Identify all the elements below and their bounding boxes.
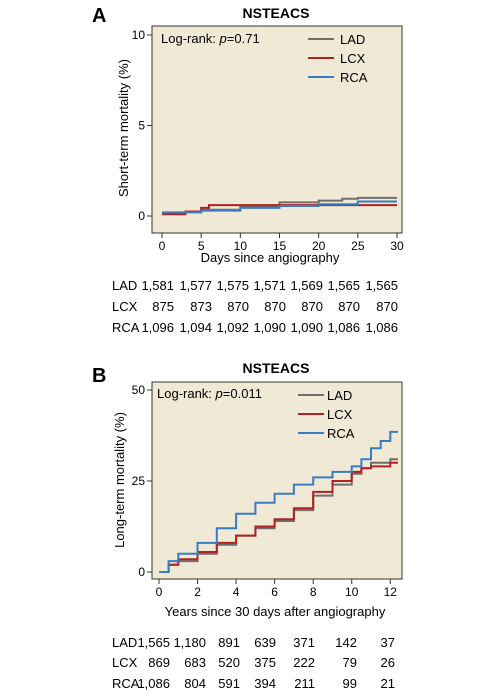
series-line-rca: [159, 430, 398, 573]
risk-cell: 870: [264, 299, 286, 314]
panel-label-b: B: [92, 365, 106, 387]
chart-title-a: NSTEACS: [243, 5, 310, 21]
legend-a: LAD LCX RCA: [308, 32, 368, 85]
risk-cell: 591: [218, 676, 240, 691]
risk-cell: 79: [343, 655, 357, 670]
risk-cell: 870: [227, 299, 249, 314]
risk-cell: 21: [381, 676, 395, 691]
panel-b: B NSTEACS Log-rank: p=0.011 LAD LCX RCA 0 2…: [92, 360, 403, 691]
risk-cell: 142: [335, 635, 357, 650]
legend-label-lad: LAD: [327, 388, 352, 403]
panel-a: A NSTEACS Log-rank: p=0.71 LAD LCX RCA 0 5 1…: [92, 5, 404, 335]
risk-cell: 37: [381, 635, 395, 650]
risk-cell: 873: [190, 299, 212, 314]
risk-cell: 1,094: [179, 320, 212, 335]
risk-table-a: LAD 1,581 1,577 1,575 1,571 1,569 1,565 1,565 LC…: [112, 278, 398, 335]
risk-cell: 1,090: [290, 320, 323, 335]
risk-cell: 870: [301, 299, 323, 314]
legend-label-lad: LAD: [340, 32, 365, 47]
y-tick-label: 0: [138, 565, 145, 579]
risk-cell: 394: [254, 676, 276, 691]
x-tick-label: 0: [159, 239, 166, 253]
legend-label-rca: RCA: [327, 426, 355, 441]
risk-cell: 1,086: [365, 320, 398, 335]
x-tick-label: 10: [234, 239, 248, 253]
risk-cell: 1,565: [365, 278, 398, 293]
risk-cell: 99: [343, 676, 357, 691]
risk-cell: 1,577: [179, 278, 212, 293]
x-tick-label: 0: [156, 585, 163, 599]
series-group-b: [159, 430, 398, 573]
risk-cell: 1,569: [290, 278, 323, 293]
y-axis-label-a: Short-term mortality (%): [116, 59, 131, 197]
risk-cell: 1,096: [141, 320, 174, 335]
risk-cell: 683: [184, 655, 206, 670]
series-line-lcx: [159, 461, 398, 573]
x-axis-label-a: Days since angiography: [201, 250, 340, 265]
risk-row-label: LAD: [112, 278, 137, 293]
risk-cell: 1,086: [327, 320, 360, 335]
risk-cell: 371: [293, 635, 315, 650]
risk-cell: 870: [338, 299, 360, 314]
risk-cell: 1,180: [173, 635, 206, 650]
risk-cell: 869: [148, 655, 170, 670]
risk-cell: 211: [294, 676, 315, 691]
logrank-annotation-b: Log-rank: p=0.011: [157, 386, 262, 401]
legend-label-rca: RCA: [340, 70, 368, 85]
risk-row-label: LCX: [112, 655, 138, 670]
x-tick-label: 12: [384, 585, 398, 599]
risk-cell: 520: [218, 655, 240, 670]
risk-cell: 1,090: [253, 320, 286, 335]
risk-row-label: RCA: [112, 676, 140, 691]
x-tick-label: 8: [310, 585, 317, 599]
y-tick-label: 10: [132, 28, 146, 42]
risk-cell: 1,565: [137, 635, 170, 650]
x-tick-label: 20: [312, 239, 326, 253]
y-tick-label: 0: [138, 209, 145, 223]
x-tick-label: 30: [390, 239, 404, 253]
risk-row-label: LAD: [112, 635, 137, 650]
y-tick-label: 5: [138, 119, 145, 133]
risk-cell: 1,086: [137, 676, 170, 691]
risk-cell: 1,575: [216, 278, 249, 293]
risk-cell: 804: [184, 676, 206, 691]
risk-row-label: RCA: [112, 320, 140, 335]
plot-area-b: [151, 381, 403, 580]
x-tick-label: 6: [271, 585, 278, 599]
x-tick-label: 5: [198, 239, 205, 253]
y-tick-label: 50: [132, 383, 146, 397]
legend-b: LAD LCX RCA: [298, 388, 355, 441]
x-tick-label: 2: [194, 585, 201, 599]
legend-label-lcx: LCX: [327, 407, 353, 422]
axes-a: 0 5 10 15 20 25 30 0 5 10: [132, 28, 404, 253]
logrank-annotation-a: Log-rank: p=0.71: [161, 31, 260, 46]
risk-cell: 1,571: [253, 278, 286, 293]
risk-cell: 26: [381, 655, 395, 670]
x-tick-label: 4: [233, 585, 240, 599]
risk-cell: 1,565: [327, 278, 360, 293]
chart-title-b: NSTEACS: [243, 360, 310, 376]
risk-cell: 891: [218, 635, 240, 650]
risk-table-b: LAD 1,565 1,180 891 639 371 142 37 LCX 869 683 520 3…: [112, 635, 395, 691]
x-tick-label: 10: [345, 585, 359, 599]
panel-label-a: A: [92, 5, 106, 27]
axes-b: 0 2 4 6 8 10 12 0 25 50: [132, 383, 398, 599]
x-tick-label: 15: [273, 239, 287, 253]
risk-row-label: LCX: [112, 299, 138, 314]
series-group-a: [162, 196, 397, 216]
risk-cell: 222: [293, 655, 315, 670]
x-tick-label: 25: [351, 239, 365, 253]
risk-cell: 639: [254, 635, 276, 650]
risk-cell: 1,581: [141, 278, 174, 293]
series-line-rca: [162, 200, 397, 214]
legend-label-lcx: LCX: [340, 51, 366, 66]
risk-cell: 875: [152, 299, 174, 314]
risk-cell: 375: [254, 655, 276, 670]
y-tick-label: 25: [132, 474, 146, 488]
risk-cell: 1,092: [216, 320, 249, 335]
x-axis-label-b: Years since 30 days after angiography: [165, 604, 386, 619]
risk-cell: 870: [376, 299, 398, 314]
y-axis-label-b: Long-term mortality (%): [112, 412, 127, 548]
